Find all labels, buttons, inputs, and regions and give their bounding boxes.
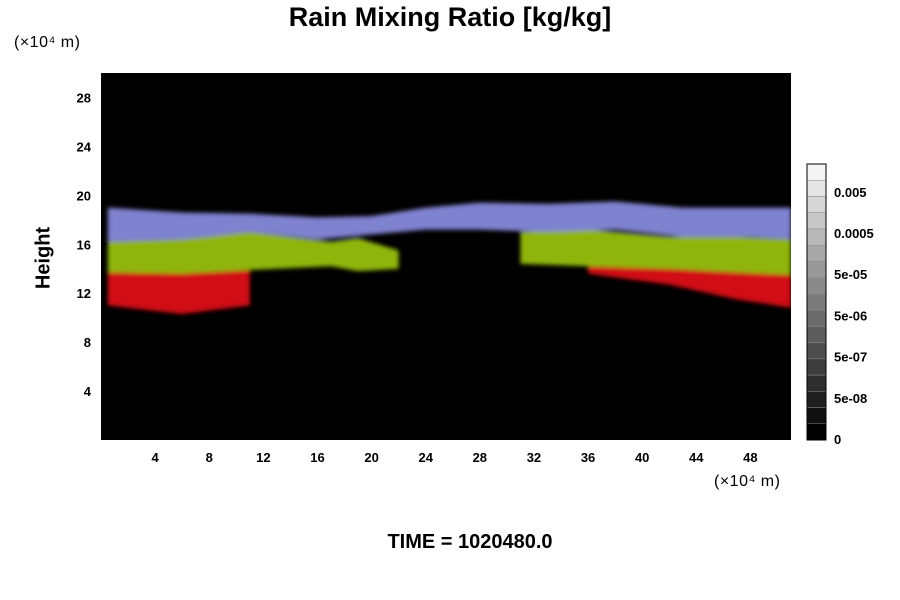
y-axis-unit: (×10⁴ m)	[14, 34, 81, 51]
rain-band-0-0	[107, 269, 250, 314]
x-axis-unit: (×10⁴ m)	[714, 473, 781, 490]
rain-field	[107, 201, 791, 314]
y-tick-label: 12	[77, 286, 91, 301]
colorbar-swatch	[806, 163, 827, 181]
x-tick-label: 32	[527, 450, 541, 465]
colorbar-swatch	[806, 228, 827, 246]
colorbar-label: 5e-07	[834, 350, 867, 365]
colorbar-swatch	[806, 374, 827, 392]
x-tick-label: 44	[689, 450, 704, 465]
colorbar-swatch	[806, 293, 827, 311]
colorbar-label: 5e-06	[834, 308, 867, 323]
x-tick-label: 48	[743, 450, 757, 465]
y-tick-label: 24	[77, 139, 92, 154]
y-tick-label: 16	[77, 237, 91, 252]
rain-band-1-0	[107, 232, 399, 274]
rain-band-1-1	[520, 229, 791, 275]
x-tick-label: 12	[256, 450, 270, 465]
colorbar-swatch	[806, 244, 827, 262]
colorbar-label: 5e-08	[834, 391, 867, 406]
y-tick-label: 28	[77, 90, 91, 105]
colorbar-swatch	[806, 358, 827, 376]
x-tick-label: 36	[581, 450, 595, 465]
colorbar-swatch	[806, 391, 827, 408]
x-tick-label: 4	[152, 450, 160, 465]
colorbar-swatch	[806, 407, 827, 425]
colorbar-label: 0.005	[834, 185, 867, 200]
colorbar-swatch	[806, 423, 827, 441]
y-tick-label: 8	[84, 335, 91, 350]
colorbar-frame	[806, 163, 827, 441]
x-tick-label: 16	[310, 450, 324, 465]
colorbar-swatch	[806, 277, 827, 295]
colorbar-swatch	[806, 309, 827, 327]
colorbar: 0 5e-08 5e-07 5e-06 5e-05 0.0005 0.005	[806, 163, 874, 447]
colorbar-swatch	[806, 179, 827, 197]
x-tick-label: 24	[418, 450, 433, 465]
time-label: TIME = 1020480.0	[387, 531, 553, 553]
rain-band-0-2	[588, 266, 791, 308]
colorbar-swatch	[806, 326, 827, 343]
colorbar-label: 0	[834, 432, 841, 447]
colorbar-swatch	[806, 342, 827, 360]
rain-band-2-0	[107, 201, 791, 242]
colorbar-swatch	[806, 196, 827, 213]
colorbar-label: 5e-05	[834, 267, 867, 282]
colorbar-swatch	[806, 212, 827, 230]
x-tick-label: 28	[473, 450, 487, 465]
chart-title: Rain Mixing Ratio [kg/kg]	[288, 2, 612, 32]
colorbar-label: 0.0005	[834, 226, 874, 241]
x-tick-label: 20	[364, 450, 378, 465]
x-tick-label: 40	[635, 450, 649, 465]
x-axis: 4 8 12 16 20 24 28 32 36 40 44 48	[152, 434, 758, 465]
y-axis: 4 8 12 16 20 24 28	[77, 90, 107, 399]
y-tick-label: 20	[77, 188, 91, 203]
colorbar-swatch	[806, 261, 827, 278]
y-tick-label: 4	[84, 384, 92, 399]
x-tick-label: 8	[206, 450, 213, 465]
